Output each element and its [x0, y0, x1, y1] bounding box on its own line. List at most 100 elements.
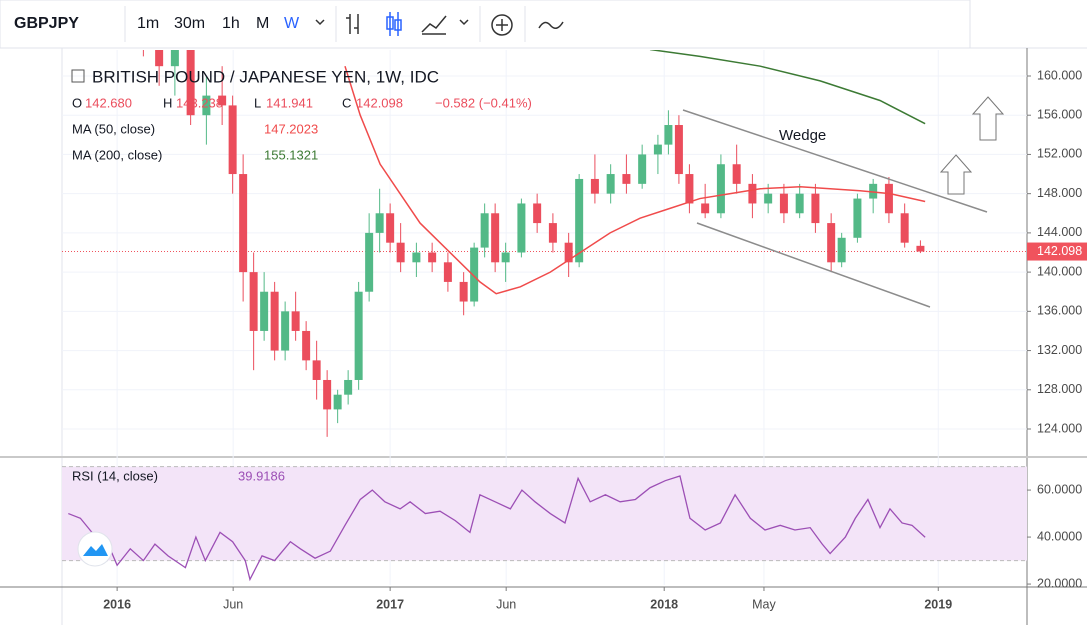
candle-body: [354, 291, 363, 380]
candle-body: [218, 95, 227, 106]
y-tick-label: 152.000: [1037, 147, 1082, 161]
candle-body: [186, 50, 195, 116]
interval-button[interactable]: M: [256, 15, 269, 32]
candle-body: [716, 164, 725, 214]
wedge-drawing[interactable]: [682, 109, 988, 308]
candle-body: [732, 164, 741, 184]
candle-body: [685, 174, 694, 204]
area-icon[interactable]: [421, 15, 447, 35]
ma-legend: MA (50, close): [72, 121, 155, 136]
indicators-icon[interactable]: [538, 21, 564, 29]
candle-body: [155, 50, 164, 67]
candle-body: [575, 178, 584, 263]
candle-body: [323, 379, 332, 410]
candle-body: [564, 242, 573, 263]
rsi-plot: [68, 475, 926, 582]
candle-body: [202, 95, 211, 116]
candle-body: [622, 174, 631, 184]
legend-key: H: [163, 95, 172, 110]
rsi-band-group: [62, 466, 1027, 562]
candle-body: [795, 193, 804, 214]
candle-body: [827, 223, 836, 263]
interval-button[interactable]: 1m: [137, 15, 159, 32]
legend-value: 142.098: [356, 95, 403, 110]
interval-button[interactable]: 30m: [174, 15, 205, 32]
candle-body: [396, 242, 405, 263]
candle-body: [517, 203, 526, 253]
candle-body: [884, 183, 893, 214]
candle-body: [459, 281, 468, 302]
legend-key: L: [254, 95, 261, 110]
x-tick-label: May: [752, 597, 776, 611]
candle-body: [470, 247, 479, 302]
candle-body: [333, 394, 342, 410]
candle-body: [811, 193, 820, 224]
interval-button[interactable]: W: [284, 15, 300, 32]
candle-body: [590, 178, 599, 194]
interval-button[interactable]: 1h: [222, 15, 240, 32]
annotation: Wedge: [779, 127, 826, 144]
legend-key: C: [342, 95, 351, 110]
legend-change: −0.582 (−0.41%): [435, 95, 532, 110]
candle-body: [412, 252, 421, 263]
interval-dropdown[interactable]: [315, 19, 325, 26]
y-tick-label: 136.000: [1037, 304, 1082, 318]
candle-body: [428, 252, 437, 263]
grid: [62, 50, 1027, 585]
candle-body: [664, 125, 673, 145]
wedge-upper[interactable]: [682, 109, 988, 213]
y-tick-label: 60.0000: [1037, 482, 1082, 496]
wedge-lower[interactable]: [696, 222, 931, 308]
collapse-icon[interactable]: [71, 69, 85, 83]
legend-value: 142.680: [85, 95, 132, 110]
legend-value: 143.238: [176, 95, 223, 110]
logo-mark: [83, 544, 108, 556]
candle-body: [653, 144, 662, 155]
y-tick-label: 160.000: [1037, 68, 1082, 82]
style-dropdown[interactable]: [459, 19, 469, 26]
moving-average: [649, 50, 926, 125]
legend-key: O: [72, 95, 82, 110]
candle-body: [916, 245, 925, 252]
y-tick-label: 124.000: [1037, 421, 1082, 435]
arrow-up[interactable]: [971, 96, 1005, 141]
candle-body: [480, 213, 489, 248]
legend-value: 141.941: [266, 95, 313, 110]
moving-average: [344, 65, 926, 295]
logo-bg: [77, 531, 113, 567]
x-tick-label: 2019: [924, 597, 952, 611]
candle-body: [674, 125, 683, 175]
candle-body: [228, 105, 237, 175]
candle-body: [170, 50, 179, 67]
candle-body: [375, 213, 384, 233]
candle-body: [779, 193, 788, 214]
y-tick-label: 156.000: [1037, 108, 1082, 122]
axes: 124.000 128.000 132.000 136.000 140.000 144.0…: [103, 68, 1087, 611]
logo[interactable]: [77, 531, 113, 567]
candle-body: [837, 237, 846, 263]
rsi-legend: RSI (14, close): [72, 468, 158, 483]
candle-body: [548, 223, 557, 243]
candle-body: [270, 291, 279, 351]
y-tick-label: 148.000: [1037, 186, 1082, 200]
bars-icon[interactable]: [346, 14, 359, 34]
legend-title: BRITISH POUND / JAPANESE YEN, 1W, IDC: [92, 67, 439, 86]
x-tick-label: Jun: [496, 597, 516, 611]
candle-body: [491, 213, 500, 263]
y-tick-label: 140.000: [1037, 264, 1082, 278]
candle-body: [533, 203, 542, 224]
candle-body: [260, 291, 269, 331]
x-tick-label: 2016: [103, 597, 131, 611]
compare-icon[interactable]: [491, 14, 513, 36]
candles-icon[interactable]: [386, 12, 402, 36]
last-price-label: 142.098: [1037, 244, 1082, 258]
symbol[interactable]: GBPJPY: [14, 15, 79, 32]
candle-body: [606, 174, 615, 194]
ma-legend-value: 155.1321: [264, 147, 318, 162]
rsi-legend-value: 39.9186: [238, 468, 285, 483]
x-tick-label: 2017: [376, 597, 404, 611]
candle-body: [249, 272, 258, 331]
arrow-up[interactable]: [939, 154, 973, 195]
candle-body: [764, 193, 773, 204]
